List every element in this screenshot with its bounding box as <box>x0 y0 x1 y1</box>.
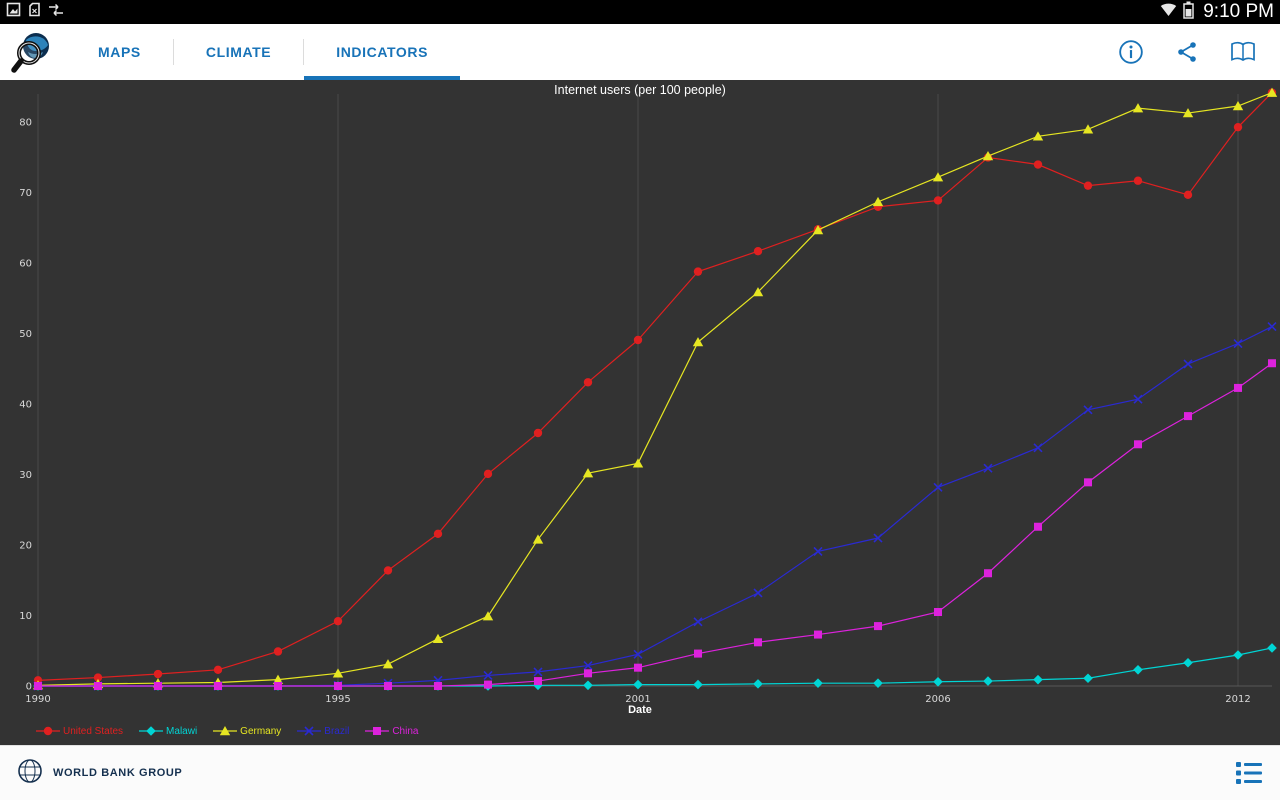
svg-text:2001: 2001 <box>625 694 650 705</box>
legend-item-malawi: Malawi <box>139 725 197 737</box>
legend-item-brazil: Brazil <box>297 725 349 737</box>
svg-text:40: 40 <box>19 400 32 411</box>
app-logo[interactable] <box>0 24 66 80</box>
tab-bar: MAPS CLIMATE INDICATORS <box>66 24 460 80</box>
tab-indicators[interactable]: INDICATORS <box>304 24 460 80</box>
svg-text:2012: 2012 <box>1225 694 1250 705</box>
svg-text:30: 30 <box>19 470 32 481</box>
legend-label: Malawi <box>166 725 198 737</box>
svg-text:1990: 1990 <box>25 694 50 705</box>
wifi-icon <box>1160 2 1177 22</box>
toolbar-actions <box>1118 24 1280 80</box>
status-left-icons <box>6 2 64 22</box>
list-icon[interactable] <box>1234 760 1264 786</box>
svg-text:80: 80 <box>19 118 32 129</box>
globe-icon <box>16 757 44 790</box>
tab-climate[interactable]: CLIMATE <box>174 24 303 80</box>
status-bar: 9:10 PM <box>0 0 1280 24</box>
footer: WORLD BANK GROUP <box>0 745 1280 800</box>
chart-canvas[interactable]: 1990 1995 2001 2006 2012 0 10 20 30 40 50 60 70 80 <box>0 80 1280 720</box>
info-icon[interactable] <box>1118 39 1144 65</box>
legend-label: Brazil <box>324 725 350 737</box>
usb-transfer-icon <box>48 3 64 22</box>
legend-item-china: China <box>365 725 418 737</box>
tab-separator <box>172 39 174 65</box>
screenshot-icon <box>6 2 21 22</box>
svg-text:1995: 1995 <box>325 694 350 705</box>
brand-text: WORLD BANK GROUP <box>53 767 183 779</box>
svg-text:20: 20 <box>19 541 32 552</box>
tab-maps-label: MAPS <box>98 44 141 60</box>
svg-text:0: 0 <box>26 682 32 693</box>
reader-icon[interactable] <box>1230 39 1256 65</box>
svg-text:70: 70 <box>19 188 32 199</box>
chart-legend: United States Malawi Germany Brazil China <box>36 725 418 737</box>
tab-separator <box>303 39 305 65</box>
world-bank-brand: WORLD BANK GROUP <box>16 757 182 790</box>
svg-text:50: 50 <box>19 329 32 340</box>
tab-indicators-label: INDICATORS <box>336 44 429 60</box>
clock: 9:10 PM <box>1203 1 1274 22</box>
legend-item-united-states: United States <box>36 725 123 737</box>
no-sim-icon <box>28 2 41 22</box>
legend-label: United States <box>63 725 124 737</box>
legend-item-germany: Germany <box>213 725 281 737</box>
share-icon[interactable] <box>1174 39 1200 65</box>
chart-region: Internet users (per 100 people) 1990 1995… <box>0 80 1280 745</box>
legend-label: China <box>392 725 419 737</box>
tab-maps[interactable]: MAPS <box>66 24 173 80</box>
chart-title: Internet users (per 100 people) <box>554 83 726 97</box>
svg-text:10: 10 <box>19 611 32 622</box>
legend-label: Germany <box>240 725 282 737</box>
tab-climate-label: CLIMATE <box>205 44 272 60</box>
battery-icon <box>1183 1 1194 24</box>
svg-text:2006: 2006 <box>925 694 950 705</box>
toolbar: MAPS CLIMATE INDICATORS <box>0 24 1280 80</box>
svg-text:60: 60 <box>19 259 32 270</box>
status-right-cluster: 9:10 PM <box>1160 0 1274 24</box>
